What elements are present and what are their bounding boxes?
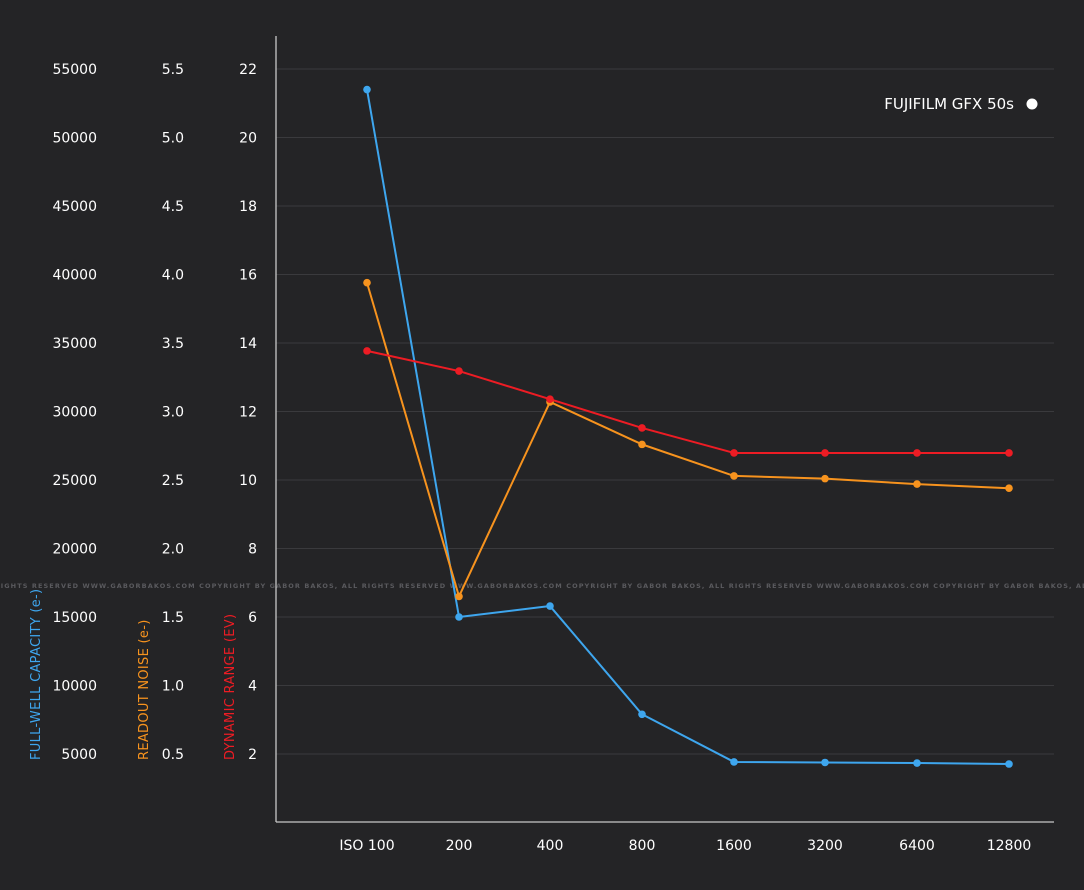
y-axis-titles: FULL-WELL CAPACITY (e-)READOUT NOISE (e-… xyxy=(29,589,238,760)
data-point-noise xyxy=(638,440,646,449)
data-point-fwc xyxy=(821,758,829,767)
y-tick-label-dr: 22 xyxy=(239,62,257,78)
series-line-noise xyxy=(366,282,1010,598)
data-point-fwc xyxy=(363,85,371,94)
y-tick-label-noise: 4.5 xyxy=(162,199,184,215)
legend-label: FUJIFILM GFX 50s xyxy=(884,95,1014,113)
data-point-noise xyxy=(821,474,829,483)
series-line-fwc xyxy=(366,89,1010,766)
y-tick-label-noise: 2.5 xyxy=(162,473,184,489)
y-axis-title-label: FULL-WELL CAPACITY xyxy=(29,613,44,760)
y-axis-title-unit: (e-) xyxy=(29,589,44,613)
y-tick-label-fwc: 30000 xyxy=(52,405,97,421)
y-axis-title-fwc: FULL-WELL CAPACITY (e-) xyxy=(29,589,44,760)
data-point-dr xyxy=(455,367,463,375)
series-dr xyxy=(363,347,1013,457)
data-point-dr xyxy=(730,449,738,457)
y-tick-label-noise: 5.5 xyxy=(162,62,184,78)
y-tick-label-dr: 18 xyxy=(239,199,257,215)
gridlines xyxy=(276,68,1054,755)
series-lines xyxy=(363,85,1013,768)
y-tick-label-fwc: 5000 xyxy=(61,747,97,763)
y-axis-title-label: DYNAMIC RANGE xyxy=(223,642,238,760)
watermark-text: COPYRIGHT BY GABOR BAKOS, ALL RIGHTS RES… xyxy=(0,582,1084,590)
series-line-dr xyxy=(366,349,1009,454)
x-tick-label: 800 xyxy=(629,838,656,854)
y-tick-label-noise: 2.0 xyxy=(162,542,184,558)
y-tick-label-noise: 4.0 xyxy=(162,268,184,284)
y-axis-title-unit: (e-) xyxy=(137,619,152,643)
y-axis-ticks: 5500050000450004000035000300002500020000… xyxy=(52,62,257,763)
watermark: COPYRIGHT BY GABOR BAKOS, ALL RIGHTS RES… xyxy=(0,582,1084,590)
y-tick-label-dr: 12 xyxy=(239,405,257,421)
data-point-noise xyxy=(455,592,463,601)
legend-marker-icon xyxy=(1026,98,1038,110)
y-tick-label-dr: 14 xyxy=(239,336,257,352)
data-point-noise xyxy=(913,480,921,488)
data-point-fwc xyxy=(730,758,738,766)
y-tick-label-fwc: 50000 xyxy=(52,131,97,147)
x-tick-label: 1600 xyxy=(716,838,752,854)
y-tick-label-noise: 1.5 xyxy=(162,610,184,626)
y-tick-label-dr: 2 xyxy=(248,747,257,763)
data-point-noise xyxy=(363,278,371,287)
y-axis-title-label: READOUT NOISE xyxy=(137,643,152,760)
y-tick-label-fwc: 10000 xyxy=(52,679,97,695)
y-axis-title-unit: (EV) xyxy=(223,614,238,642)
y-tick-label-noise: 1.0 xyxy=(162,679,184,695)
y-tick-label-noise: 5.0 xyxy=(162,131,184,147)
y-tick-label-fwc: 20000 xyxy=(52,542,97,558)
y-tick-label-noise: 3.5 xyxy=(162,336,184,352)
y-axis-title-dr: DYNAMIC RANGE (EV) xyxy=(223,614,238,760)
y-tick-label-fwc: 35000 xyxy=(52,336,97,352)
data-point-dr xyxy=(363,347,371,355)
y-tick-label-fwc: 45000 xyxy=(52,199,97,215)
data-point-fwc xyxy=(546,602,554,610)
x-axis-ticks: ISO 100 200 400 800 1600 3200 6400 12800 xyxy=(339,838,1031,854)
axis-frame xyxy=(275,36,1054,823)
data-point-dr xyxy=(821,449,829,457)
y-tick-label-fwc: 55000 xyxy=(52,62,97,78)
y-tick-label-noise: 3.0 xyxy=(162,405,184,421)
y-tick-label-dr: 8 xyxy=(248,542,257,558)
data-point-fwc xyxy=(913,759,921,767)
data-point-fwc xyxy=(455,613,463,621)
series-fwc xyxy=(363,85,1013,768)
data-point-fwc xyxy=(638,710,646,719)
y-tick-label-noise: 0.5 xyxy=(162,747,184,763)
x-tick-label: 200 xyxy=(446,838,473,854)
x-tick-label: 6400 xyxy=(899,838,935,854)
x-tick-label: 3200 xyxy=(807,838,843,854)
y-tick-label-dr: 4 xyxy=(248,679,257,695)
data-point-dr xyxy=(913,449,921,457)
data-point-dr xyxy=(638,424,646,432)
x-tick-label: 12800 xyxy=(987,838,1032,854)
y-tick-label-fwc: 40000 xyxy=(52,268,97,284)
y-tick-label-dr: 6 xyxy=(248,610,257,626)
x-tick-label: 400 xyxy=(537,838,564,854)
x-tick-label: ISO 100 xyxy=(339,838,394,854)
y-tick-label-fwc: 15000 xyxy=(52,610,97,626)
data-point-dr xyxy=(1005,449,1013,457)
data-point-noise xyxy=(1005,484,1013,493)
y-tick-label-dr: 20 xyxy=(239,131,257,147)
data-point-fwc xyxy=(1005,760,1013,768)
data-point-noise xyxy=(730,472,738,480)
y-tick-label-dr: 16 xyxy=(239,268,257,284)
data-point-dr xyxy=(546,395,554,403)
y-tick-label-fwc: 25000 xyxy=(52,473,97,489)
y-axis-title-noise: READOUT NOISE (e-) xyxy=(137,619,152,760)
y-tick-label-dr: 10 xyxy=(239,473,257,489)
legend: FUJIFILM GFX 50s xyxy=(884,95,1038,113)
